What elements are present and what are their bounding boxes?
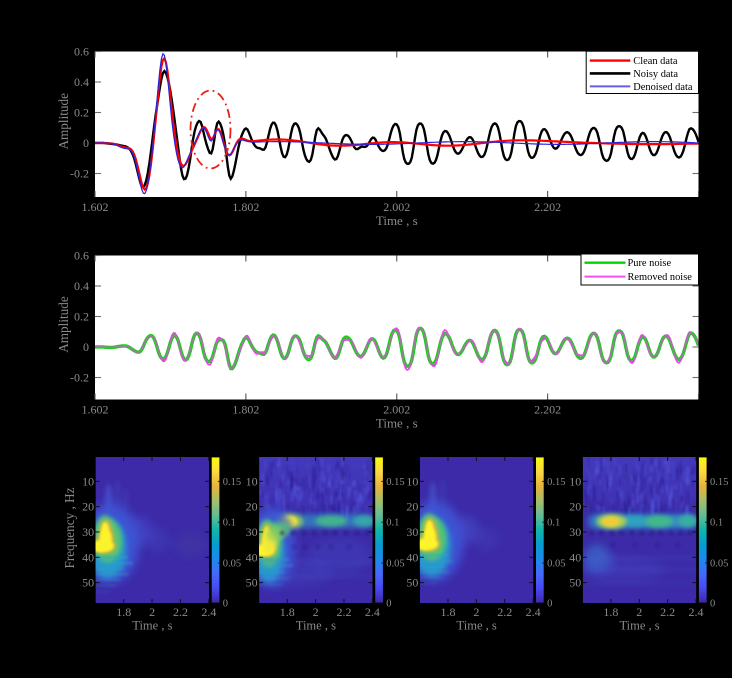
svg-text:0.1: 0.1 [223, 518, 236, 529]
svg-text:1.8: 1.8 [603, 605, 618, 619]
svg-text:0: 0 [547, 599, 552, 610]
svg-text:2.2: 2.2 [336, 605, 351, 619]
svg-text:0.4: 0.4 [74, 279, 89, 293]
svg-text:50: 50 [246, 576, 258, 590]
svg-text:-0.2: -0.2 [70, 371, 89, 385]
svg-text:50: 50 [82, 576, 94, 590]
svg-text:2.4: 2.4 [201, 605, 216, 619]
svg-text:Time , s: Time , s [296, 619, 336, 633]
svg-text:50: 50 [569, 576, 581, 590]
svg-text:Amplitude: Amplitude [56, 93, 71, 150]
svg-text:0.6: 0.6 [74, 249, 89, 263]
svg-text:0.15: 0.15 [710, 477, 728, 488]
svg-text:2.4: 2.4 [526, 605, 541, 619]
svg-text:2.4: 2.4 [689, 605, 704, 619]
svg-text:0.1: 0.1 [710, 518, 723, 529]
svg-text:1.8: 1.8 [440, 605, 455, 619]
svg-text:0.05: 0.05 [710, 559, 728, 570]
svg-text:0: 0 [83, 136, 89, 150]
svg-text:20: 20 [82, 500, 94, 514]
svg-text:2: 2 [313, 605, 319, 619]
svg-text:Time , s: Time , s [376, 416, 418, 431]
svg-text:2.002: 2.002 [383, 403, 410, 417]
svg-text:Pure noise: Pure noise [628, 258, 672, 269]
svg-text:10: 10 [82, 474, 94, 488]
svg-text:0.15: 0.15 [386, 477, 404, 488]
svg-text:30: 30 [406, 525, 418, 539]
svg-text:2.002: 2.002 [383, 200, 410, 214]
svg-text:40: 40 [246, 550, 258, 564]
svg-text:2.2: 2.2 [660, 605, 675, 619]
svg-text:Time , s: Time , s [457, 619, 497, 633]
svg-text:2: 2 [636, 605, 642, 619]
svg-text:2: 2 [473, 605, 479, 619]
svg-text:Amplitude: Amplitude [56, 296, 71, 353]
svg-text:2.202: 2.202 [534, 403, 561, 417]
svg-text:2.2: 2.2 [173, 605, 188, 619]
svg-text:2.202: 2.202 [534, 200, 561, 214]
svg-text:0.15: 0.15 [547, 477, 565, 488]
svg-text:10: 10 [246, 474, 258, 488]
svg-text:1.802: 1.802 [232, 200, 259, 214]
svg-text:0: 0 [223, 599, 228, 610]
svg-text:2.4: 2.4 [365, 605, 380, 619]
svg-text:20: 20 [406, 500, 418, 514]
svg-text:0.2: 0.2 [74, 106, 89, 120]
svg-text:50: 50 [406, 576, 418, 590]
svg-text:Clean data: Clean data [633, 56, 678, 67]
svg-text:30: 30 [569, 525, 581, 539]
svg-text:Noisy data: Noisy data [633, 69, 678, 80]
svg-text:Removed noise: Removed noise [628, 272, 693, 283]
svg-text:0.6: 0.6 [74, 45, 89, 59]
svg-text:0.05: 0.05 [547, 559, 565, 570]
svg-text:10: 10 [406, 474, 418, 488]
svg-text:30: 30 [82, 525, 94, 539]
svg-text:10: 10 [569, 474, 581, 488]
svg-text:0.05: 0.05 [386, 559, 404, 570]
svg-text:Time , s: Time , s [619, 619, 659, 633]
svg-text:0.4: 0.4 [74, 75, 89, 89]
svg-text:Frequency , Hz: Frequency , Hz [62, 487, 77, 568]
svg-text:0.1: 0.1 [386, 518, 399, 529]
svg-text:Time , s: Time , s [132, 619, 172, 633]
svg-text:1.8: 1.8 [280, 605, 295, 619]
svg-text:40: 40 [406, 550, 418, 564]
svg-text:1.602: 1.602 [82, 200, 109, 214]
svg-text:1.802: 1.802 [232, 403, 259, 417]
svg-text:0: 0 [710, 599, 715, 610]
svg-text:0.05: 0.05 [223, 559, 241, 570]
svg-text:Time , s: Time , s [376, 213, 418, 228]
svg-text:20: 20 [246, 500, 258, 514]
svg-text:40: 40 [569, 550, 581, 564]
svg-text:1.8: 1.8 [116, 605, 131, 619]
svg-text:20: 20 [569, 500, 581, 514]
svg-text:0.15: 0.15 [223, 477, 241, 488]
svg-text:40: 40 [82, 550, 94, 564]
svg-text:0: 0 [386, 599, 391, 610]
svg-text:-0.2: -0.2 [70, 167, 89, 181]
svg-text:30: 30 [246, 525, 258, 539]
svg-text:0: 0 [83, 340, 89, 354]
svg-text:0.2: 0.2 [74, 310, 89, 324]
svg-text:2.2: 2.2 [497, 605, 512, 619]
svg-text:Denoised data: Denoised data [633, 82, 693, 93]
svg-text:0.1: 0.1 [547, 518, 560, 529]
svg-text:1.602: 1.602 [82, 403, 109, 417]
svg-text:2: 2 [149, 605, 155, 619]
